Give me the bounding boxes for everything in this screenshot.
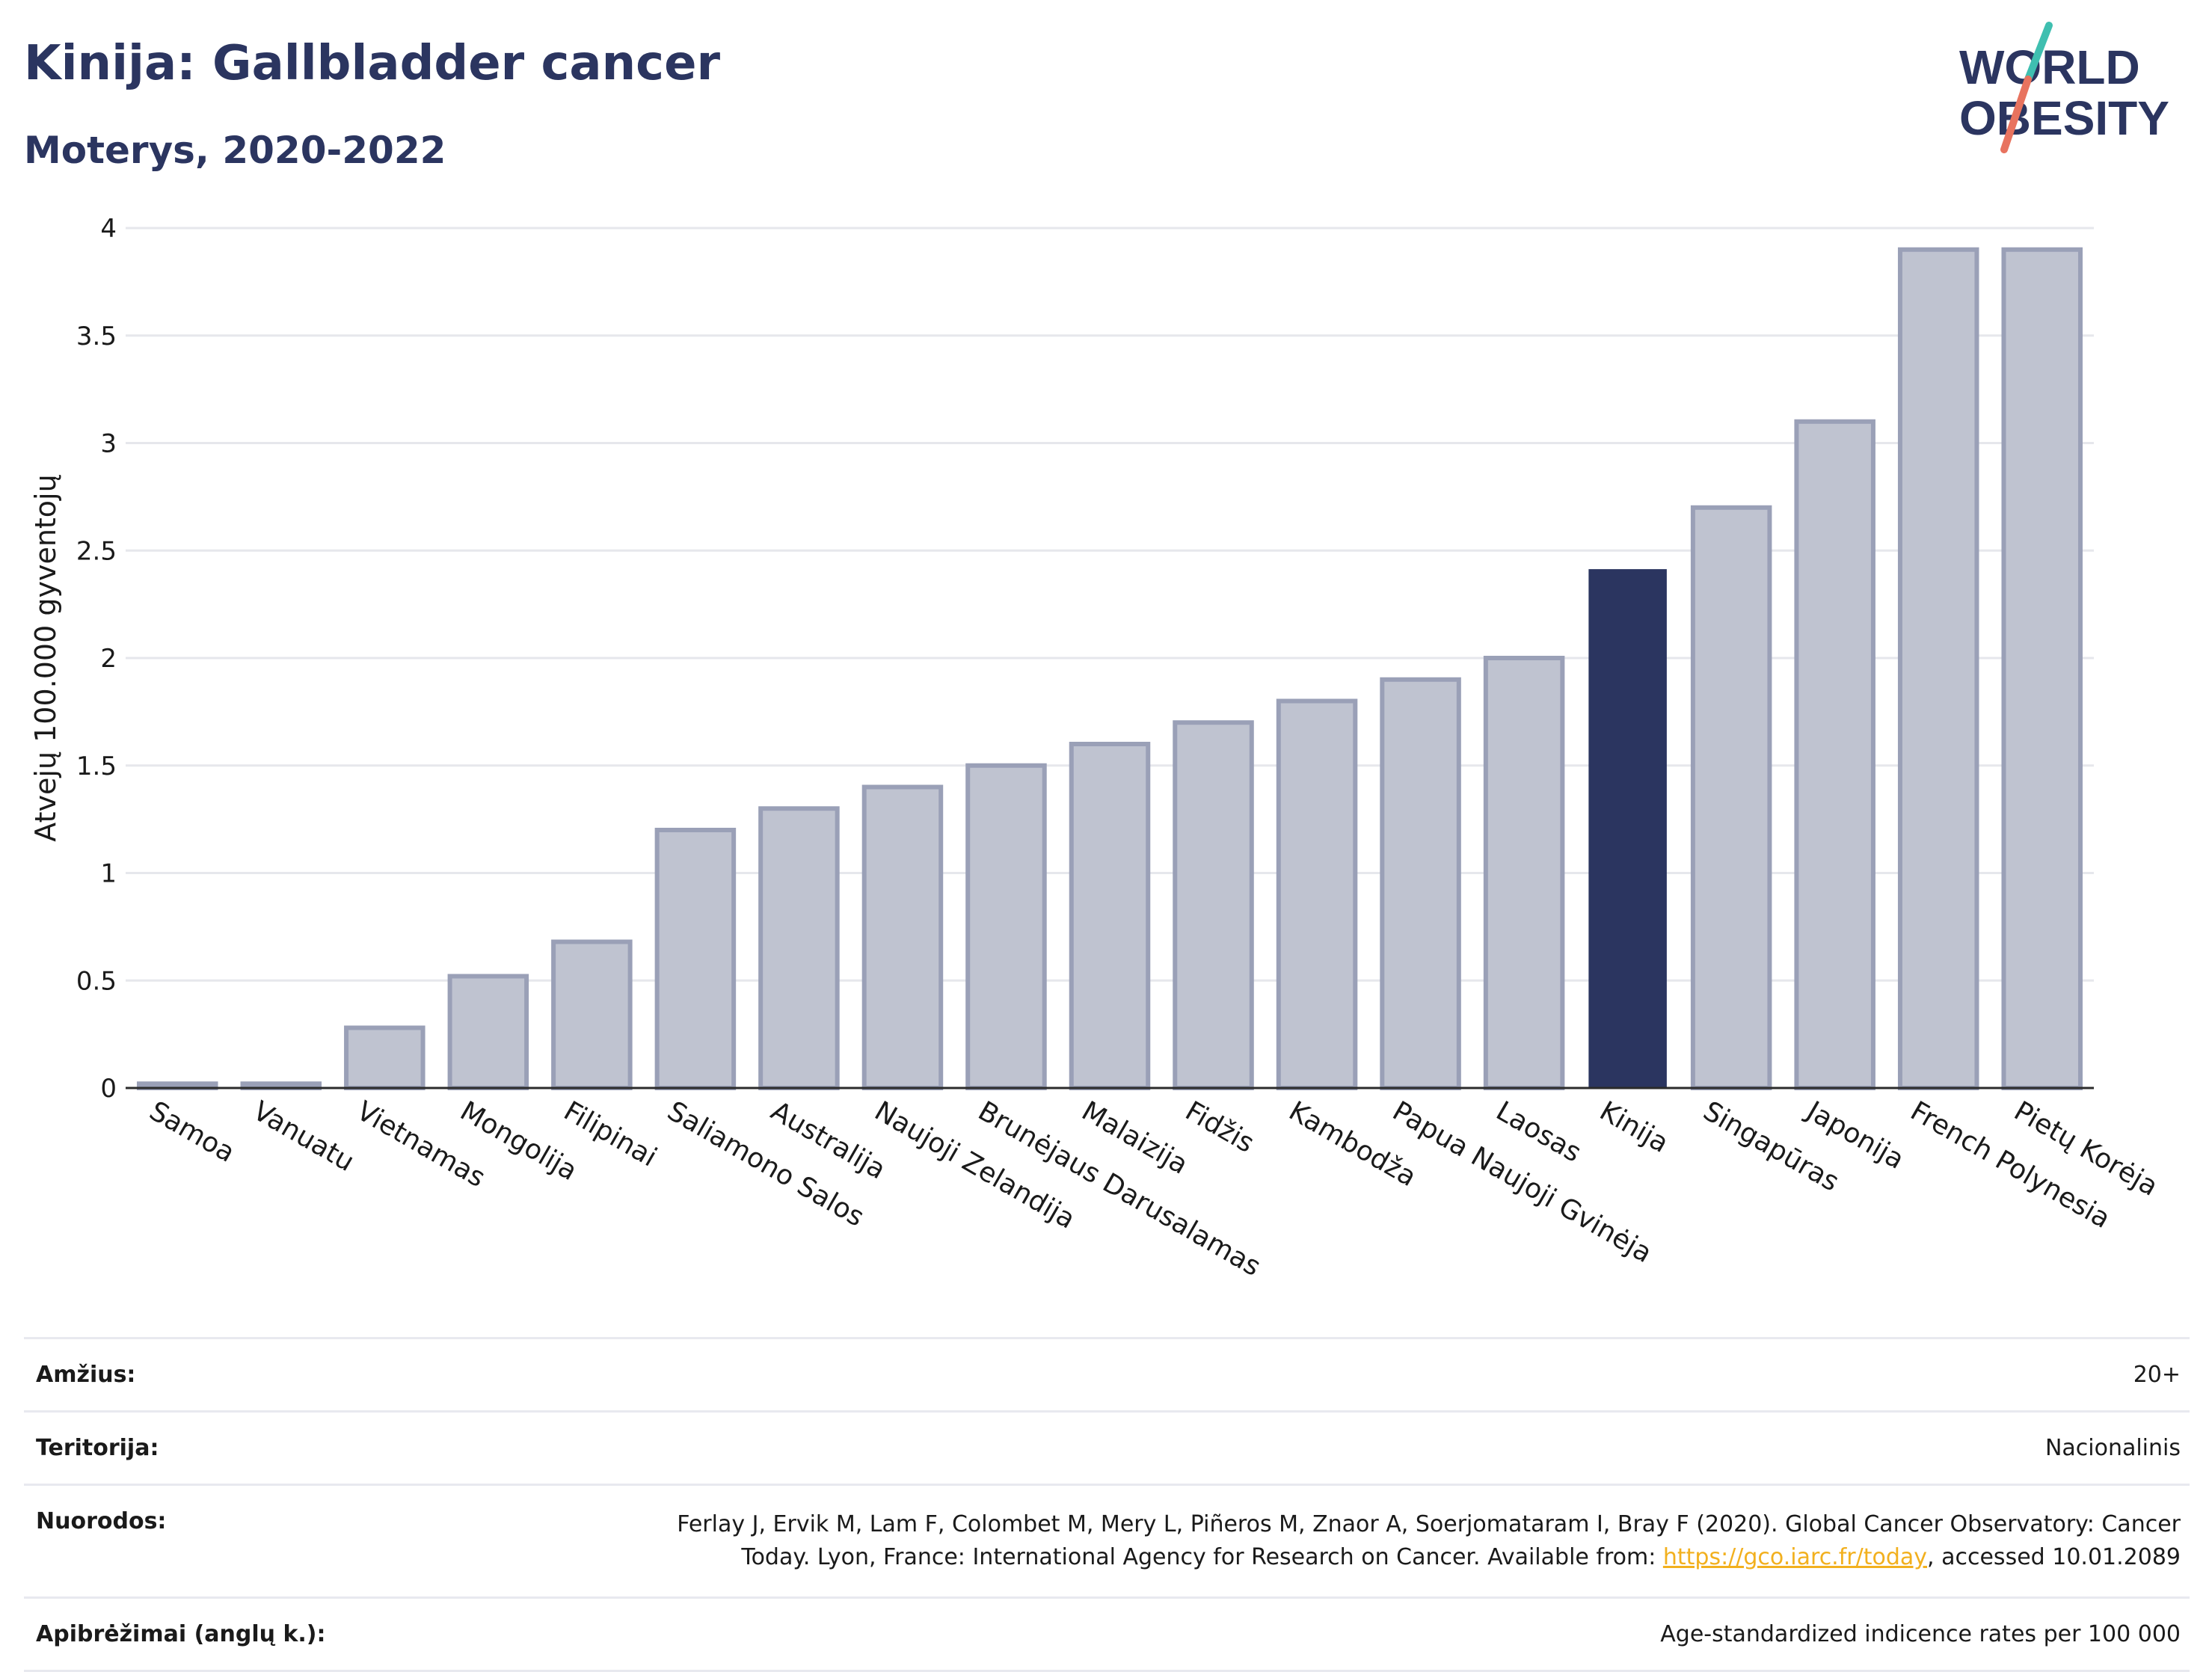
- bar-french-polynesia: [1897, 247, 1979, 1090]
- bar-malaizija: [1069, 742, 1151, 1090]
- info-value-territory: Nacionalinis: [2044, 1435, 2181, 1461]
- x-tick-label: Saliamono Salos: [662, 1095, 869, 1233]
- x-tick-label: Samoa: [144, 1095, 240, 1169]
- x-tick-label: Kinija: [1594, 1095, 1674, 1159]
- logo-slash-teal: [2024, 22, 2053, 83]
- y-axis-label: Atvejų 100.000 gyventojų: [29, 474, 62, 841]
- info-row-age: Amžius: 20+: [24, 1337, 2190, 1410]
- logo-line1: WORLD: [1959, 40, 2140, 94]
- bar-chart: 0 0.5 1 1.5 2 2.5 3 3.5 4 Samoa VanuatuVietnamasM…: [29, 214, 2163, 1282]
- info-row-references: Nuorodos: Ferlay J, Ervik M, Lam F, Colo…: [24, 1484, 2190, 1596]
- bar-filipinai: [551, 939, 633, 1090]
- bar-singapūras: [1690, 505, 1772, 1090]
- page-subtitle: Moterys, 2020-2022: [24, 129, 446, 172]
- bar-naujoji-zelandija: [861, 784, 944, 1090]
- bars: [137, 247, 2083, 1090]
- reference-link[interactable]: https://gco.iarc.fr/today: [1662, 1544, 1928, 1570]
- y-tick-label: 1.5: [76, 752, 117, 781]
- y-tick-label: 4: [100, 214, 117, 244]
- bar-kambodža: [1276, 698, 1358, 1090]
- bar-pietų-korėja: [2001, 247, 2083, 1090]
- y-tick-label: 2.5: [76, 536, 117, 566]
- bar-mongolija: [447, 974, 529, 1090]
- info-value-age: 20+: [2133, 1362, 2181, 1388]
- bar-japonija: [1794, 419, 1875, 1090]
- page-title: Kinija: Gallbladder cancer: [24, 36, 721, 91]
- reference-line-2-pre: Today. Lyon, France: International Agenc…: [741, 1544, 1663, 1570]
- y-tick-label: 2: [100, 644, 117, 674]
- info-row-definitions: Apibrėžimai (anglų k.): Age-standardized…: [24, 1596, 2190, 1672]
- bar-kinija: [1588, 569, 1667, 1089]
- y-tick-label: 3: [100, 429, 117, 459]
- x-tick-label: Vanuatu: [248, 1095, 359, 1178]
- info-label-territory: Teritorija:: [36, 1435, 159, 1461]
- bar-brunėjaus-darusalamas: [965, 763, 1047, 1090]
- bar-saliamono-salos: [654, 828, 737, 1090]
- logo-line2: OBESITY: [1959, 91, 2169, 145]
- y-tick-label: 0: [100, 1074, 117, 1104]
- reference-line-1: Ferlay J, Ervik M, Lam F, Colombet M, Me…: [677, 1511, 2181, 1537]
- info-label-definitions: Apibrėžimai (anglų k.):: [36, 1621, 326, 1647]
- y-tick-labels: 0 0.5 1 1.5 2 2.5 3 3.5 4: [76, 214, 117, 1104]
- bar-australija: [758, 806, 840, 1090]
- logo-slash-coral: [2000, 76, 2032, 153]
- bar-laosas: [1483, 656, 1565, 1090]
- info-label-age: Amžius:: [36, 1362, 136, 1388]
- info-label-references: Nuorodos:: [36, 1508, 167, 1534]
- info-value-references: Ferlay J, Ervik M, Lam F, Colombet M, Me…: [211, 1508, 2181, 1574]
- y-tick-label: 0.5: [76, 966, 117, 996]
- bar-papua-naujoji-gvinėja: [1380, 677, 1461, 1090]
- info-table: Amžius: 20+ Teritorija: Nacionalinis Nuo…: [24, 1337, 2190, 1672]
- y-tick-label: 3.5: [76, 322, 117, 351]
- y-tick-label: 1: [100, 859, 117, 889]
- world-obesity-logo: WORLD OBESITY: [1959, 22, 2169, 153]
- bar-fidžis: [1173, 720, 1254, 1090]
- info-value-definitions: Age-standardized indicence rates per 100…: [1660, 1621, 2181, 1647]
- info-row-territory: Teritorija: Nacionalinis: [24, 1410, 2190, 1484]
- reference-line-2-post: , accessed 10.01.2089: [1927, 1544, 2181, 1570]
- bar-vietnamas: [344, 1025, 425, 1090]
- x-tick-label: Fidžis: [1180, 1095, 1259, 1159]
